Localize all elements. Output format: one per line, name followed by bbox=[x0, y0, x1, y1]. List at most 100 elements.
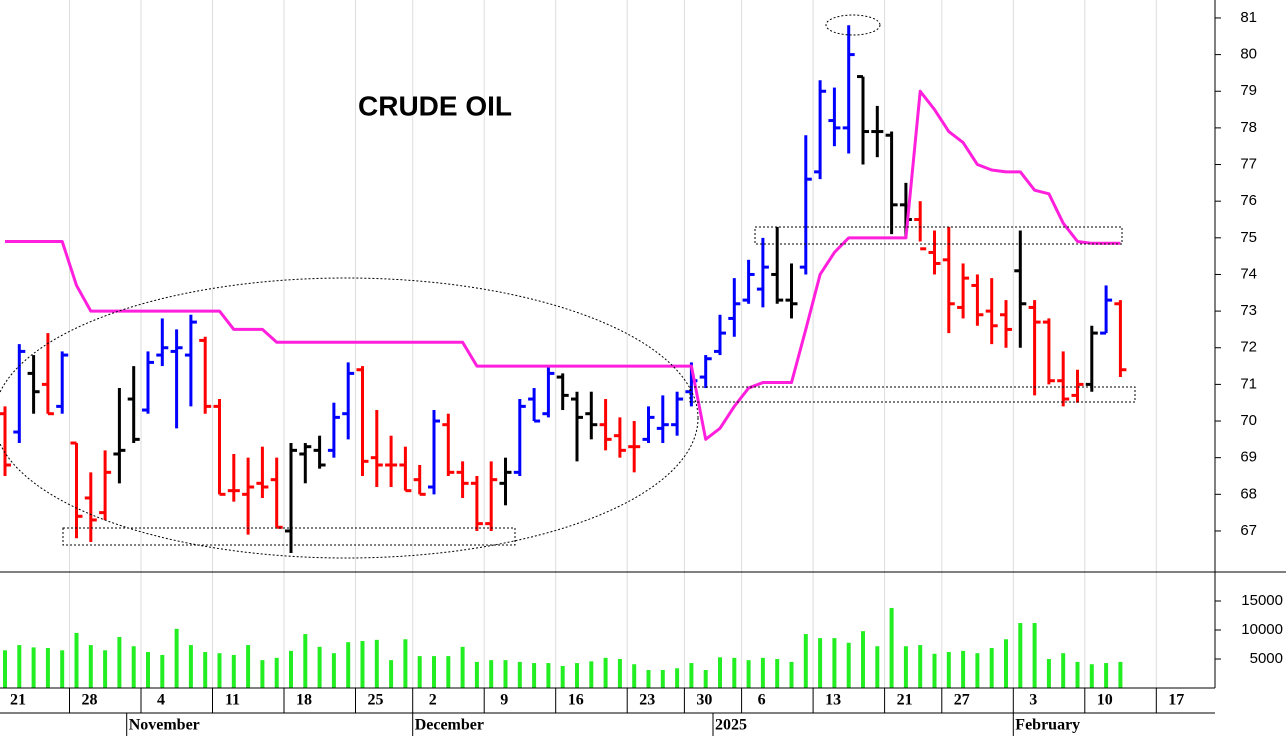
volume-bar bbox=[646, 670, 651, 688]
volume-bar bbox=[274, 657, 279, 688]
annotation-box bbox=[62, 527, 516, 546]
y-tick-label: 10000 bbox=[1241, 621, 1283, 638]
volume-bar bbox=[417, 656, 422, 688]
volume-bar bbox=[517, 661, 522, 688]
volume-bar bbox=[60, 650, 65, 688]
volume-bar bbox=[289, 650, 293, 688]
y-tick-label: 79 bbox=[1240, 82, 1257, 99]
y-tick-label: 5000 bbox=[1250, 650, 1283, 667]
annotation-box bbox=[689, 386, 1136, 403]
y-tick-label: 71 bbox=[1240, 375, 1257, 392]
x-tick-label: 2 bbox=[429, 692, 437, 709]
marks bbox=[0, 25, 1127, 688]
x-tick-label: 18 bbox=[296, 692, 312, 709]
y-tick-label: 70 bbox=[1240, 412, 1257, 429]
volume-bar bbox=[1075, 661, 1080, 688]
volume-bar bbox=[703, 670, 708, 688]
volume-bar bbox=[460, 646, 465, 688]
y-tick-label: 76 bbox=[1240, 192, 1257, 209]
y-tick-label: 77 bbox=[1240, 155, 1257, 172]
volume-bar bbox=[17, 645, 22, 688]
volume-bar bbox=[875, 646, 880, 688]
y-tick-label: 72 bbox=[1240, 339, 1257, 356]
volume-bar bbox=[718, 657, 722, 688]
volume-bar bbox=[432, 656, 436, 688]
volume-bar bbox=[1032, 623, 1037, 688]
volume-bar bbox=[560, 665, 565, 688]
volume-bar bbox=[1118, 661, 1123, 688]
volume-bar bbox=[632, 664, 637, 688]
y-tick-label: 80 bbox=[1240, 46, 1257, 63]
volume-bar bbox=[961, 650, 966, 688]
chart-title: CRUDE OIL bbox=[358, 90, 512, 121]
volume-bar bbox=[3, 650, 7, 688]
volume-bar bbox=[889, 607, 894, 688]
volume-bar bbox=[74, 632, 79, 688]
x-tick-label: 30 bbox=[696, 692, 712, 709]
y-tick-label: 78 bbox=[1240, 119, 1257, 136]
volume-bar bbox=[775, 659, 780, 688]
x-tick-label: 9 bbox=[500, 692, 508, 709]
volume-bar bbox=[403, 639, 408, 688]
x-tick-label: 16 bbox=[568, 692, 584, 709]
volume-bar bbox=[489, 660, 494, 688]
volume-bar bbox=[989, 647, 994, 688]
volume-bar bbox=[1061, 653, 1066, 688]
volume-bar bbox=[260, 660, 265, 688]
volume-bar bbox=[503, 660, 508, 688]
volume-bar bbox=[603, 657, 608, 688]
volume-bar bbox=[374, 639, 379, 688]
volume-bar bbox=[575, 663, 579, 688]
y-tick-label: 15000 bbox=[1241, 592, 1283, 609]
volume-bar bbox=[746, 660, 751, 688]
annotation-ellipse bbox=[825, 14, 881, 36]
volume-bar bbox=[803, 634, 808, 688]
volume-bar bbox=[188, 645, 193, 688]
volume-bar bbox=[1046, 659, 1051, 688]
x-tick-label: 11 bbox=[225, 692, 240, 709]
volume-bar bbox=[818, 638, 823, 688]
volume-bar bbox=[389, 660, 394, 688]
y-tick-label: 68 bbox=[1240, 485, 1257, 502]
y-tick-label: 81 bbox=[1240, 9, 1257, 26]
x-tick-label: 6 bbox=[758, 692, 766, 709]
volume-bar bbox=[689, 663, 694, 688]
volume-bar bbox=[217, 653, 222, 688]
volume-bar bbox=[918, 645, 923, 688]
x-tick-label: 28 bbox=[82, 692, 98, 709]
volume-bar bbox=[117, 636, 122, 688]
x-tick-label: 27 bbox=[954, 692, 970, 709]
volume-bar bbox=[474, 661, 479, 688]
volume-bar bbox=[532, 663, 537, 688]
volume-bar bbox=[932, 653, 937, 688]
volume-bar bbox=[446, 656, 451, 688]
volume-bar bbox=[1018, 623, 1023, 688]
x-tick-label: 21 bbox=[10, 692, 26, 709]
x-tick-label: 13 bbox=[825, 692, 841, 709]
volume-bar bbox=[946, 652, 951, 688]
volume-bar bbox=[760, 657, 765, 688]
volume-bar bbox=[160, 654, 165, 688]
volume-bar bbox=[789, 661, 794, 688]
volume-bar bbox=[732, 657, 737, 688]
month-label: November bbox=[129, 717, 200, 734]
x-tick-label: 17 bbox=[1168, 692, 1184, 709]
volume-bar bbox=[45, 647, 50, 688]
y-tick-label: 69 bbox=[1240, 449, 1257, 466]
x-tick-label: 3 bbox=[1029, 692, 1037, 709]
volume-bar bbox=[546, 663, 551, 688]
volume-bar bbox=[1089, 664, 1094, 688]
volume-bar bbox=[346, 642, 351, 688]
volume-bar bbox=[88, 645, 93, 688]
indicator-line bbox=[5, 89, 1121, 441]
y-tick-label: 67 bbox=[1240, 522, 1257, 539]
volume-bar bbox=[660, 670, 665, 688]
month-label: 2025 bbox=[715, 717, 747, 734]
volume-bar bbox=[975, 653, 980, 688]
y-tick-label: 74 bbox=[1240, 265, 1257, 282]
volume-bar bbox=[903, 646, 908, 688]
volume-bar bbox=[360, 641, 365, 688]
volume-bar bbox=[1104, 663, 1109, 688]
volume-bar bbox=[131, 646, 136, 688]
